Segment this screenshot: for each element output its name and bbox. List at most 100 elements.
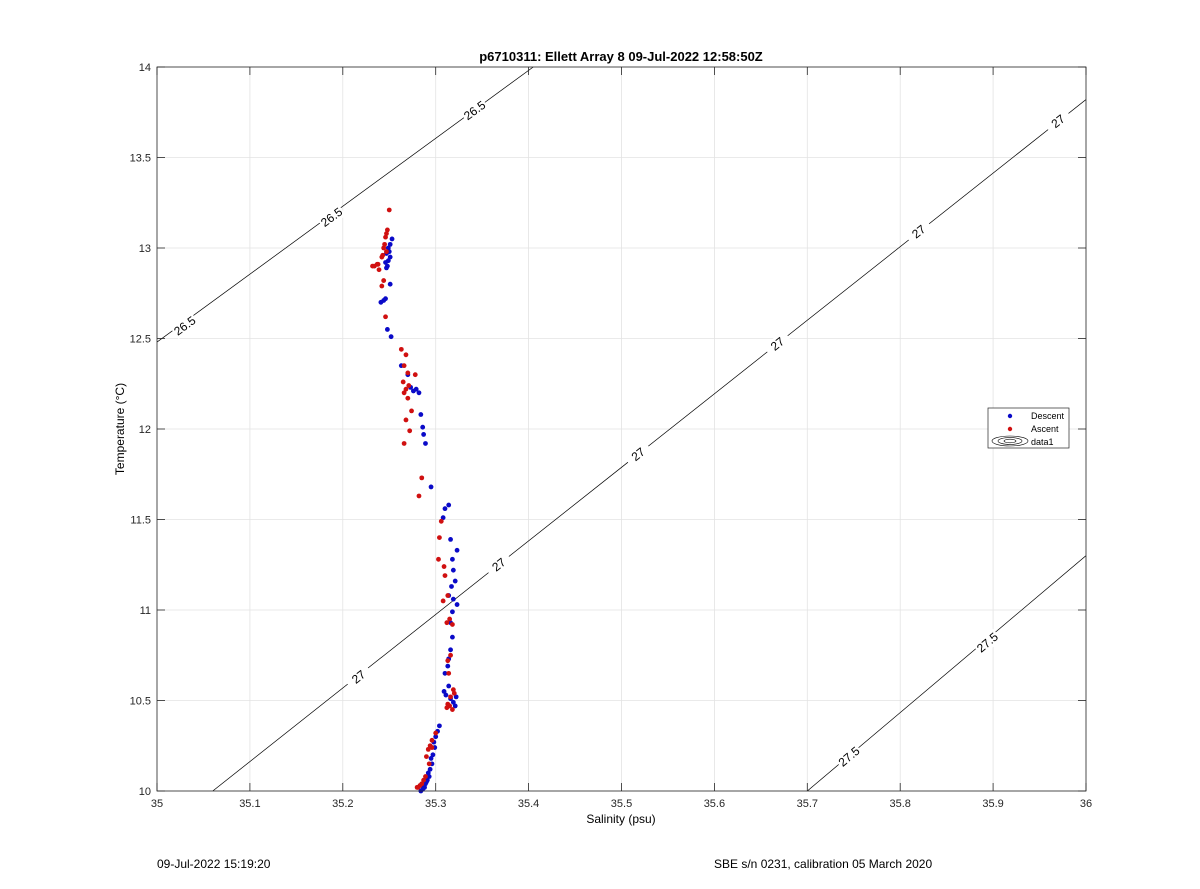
descent-point xyxy=(445,663,451,669)
ascent-point xyxy=(376,267,382,273)
descent-point xyxy=(449,584,454,589)
x-tick-label: 35.9 xyxy=(982,798,1003,810)
descent-point xyxy=(437,723,442,729)
ascent-point xyxy=(403,417,409,423)
ascent-point xyxy=(401,390,407,396)
x-tick-label: 36 xyxy=(1080,798,1092,810)
x-tick-label: 35.4 xyxy=(518,798,539,810)
legend-descent-label: Descent xyxy=(1031,411,1065,421)
descent-point xyxy=(448,537,453,542)
legend-box xyxy=(987,407,1070,449)
descent-point xyxy=(450,609,455,615)
contour-label-bg xyxy=(484,551,514,579)
legend-descent-marker xyxy=(1007,413,1013,419)
ascent-point xyxy=(446,670,452,676)
descent-point xyxy=(425,770,431,776)
ascent-point xyxy=(424,754,429,760)
ascent-point xyxy=(421,777,427,783)
descent-point xyxy=(440,515,446,521)
ascent-point xyxy=(381,278,387,283)
ascent-point xyxy=(438,518,444,524)
ascent-point xyxy=(419,475,425,481)
ascent-point xyxy=(381,245,387,251)
ascent-point xyxy=(384,249,389,255)
y-tick-label: 10.5 xyxy=(130,696,151,708)
descent-point xyxy=(387,254,393,260)
ascent-point xyxy=(403,386,409,392)
descent-point xyxy=(446,683,452,689)
y-tick-label: 12 xyxy=(139,424,151,436)
ascent-point xyxy=(416,493,422,499)
descent-point xyxy=(452,578,458,584)
ascent-point xyxy=(442,573,448,579)
x-tick-label: 35 xyxy=(151,798,163,810)
y-axis-label: Temperature (°C) xyxy=(113,383,127,475)
ascent-point xyxy=(386,207,392,213)
contour-label-bg xyxy=(344,663,374,691)
ascent-point xyxy=(445,593,451,598)
ascent-point xyxy=(401,363,407,369)
legend: Descent Ascent data1 xyxy=(987,407,1070,449)
ascent-point xyxy=(441,564,447,569)
x-tick-label: 35.3 xyxy=(425,798,446,810)
ascent-point xyxy=(448,652,453,658)
y-tick-label: 13 xyxy=(139,243,151,255)
ascent-point xyxy=(445,658,451,664)
ascent-point xyxy=(450,687,456,693)
ascent-point xyxy=(444,705,450,711)
contour-label-bg xyxy=(460,97,490,124)
descent-point xyxy=(430,752,436,758)
ascent-point xyxy=(401,441,407,446)
descent-point xyxy=(427,766,433,772)
y-tick-label: 13.5 xyxy=(130,153,151,165)
descent-point xyxy=(454,602,460,607)
descent-point xyxy=(454,547,460,553)
ascent-point xyxy=(382,241,388,247)
ascent-point xyxy=(379,254,385,260)
ascent-point xyxy=(409,408,414,414)
ascent-point xyxy=(384,231,389,236)
descent-point xyxy=(450,634,455,640)
ascent-point xyxy=(423,774,428,779)
ascent-point xyxy=(379,283,385,289)
descent-point xyxy=(442,670,448,676)
descent-point xyxy=(446,502,452,508)
descent-point xyxy=(416,390,422,396)
ascent-point xyxy=(384,227,390,233)
x-tick-label: 35.7 xyxy=(797,798,818,810)
y-tick-label: 10 xyxy=(139,786,151,798)
descent-point xyxy=(387,241,393,247)
ascent-point xyxy=(437,535,442,540)
footer-timestamp: 09-Jul-2022 15:19:20 xyxy=(157,857,271,871)
descent-point xyxy=(418,412,424,417)
ascent-point xyxy=(440,598,446,604)
ascent-point xyxy=(426,761,432,767)
x-axis-label: Salinity (psu) xyxy=(586,812,655,826)
ascent-point xyxy=(412,372,418,378)
ascent-point xyxy=(405,370,411,376)
descent-point xyxy=(420,424,426,430)
legend-ascent-label: Ascent xyxy=(1031,424,1059,434)
ascent-point xyxy=(398,346,404,352)
ascent-point xyxy=(429,745,435,750)
x-tick-label: 35.8 xyxy=(889,798,910,810)
ascent-point xyxy=(400,379,406,385)
descent-point xyxy=(388,334,394,340)
contour-label-bg xyxy=(834,742,864,771)
descent-point xyxy=(384,265,389,271)
data-points xyxy=(370,207,460,794)
descent-point xyxy=(450,596,456,602)
descent-point xyxy=(450,567,456,573)
descent-point xyxy=(443,692,449,698)
descent-point xyxy=(378,299,384,305)
descent-point xyxy=(448,647,453,653)
contour-label-bg xyxy=(623,440,653,468)
descent-point xyxy=(428,756,434,761)
legend-ascent-marker xyxy=(1007,426,1013,432)
ascent-point xyxy=(433,730,439,736)
ascent-point xyxy=(448,694,453,700)
contour-label-bg xyxy=(763,330,793,358)
y-tick-label: 12.5 xyxy=(130,334,151,346)
ascent-point xyxy=(450,707,455,712)
